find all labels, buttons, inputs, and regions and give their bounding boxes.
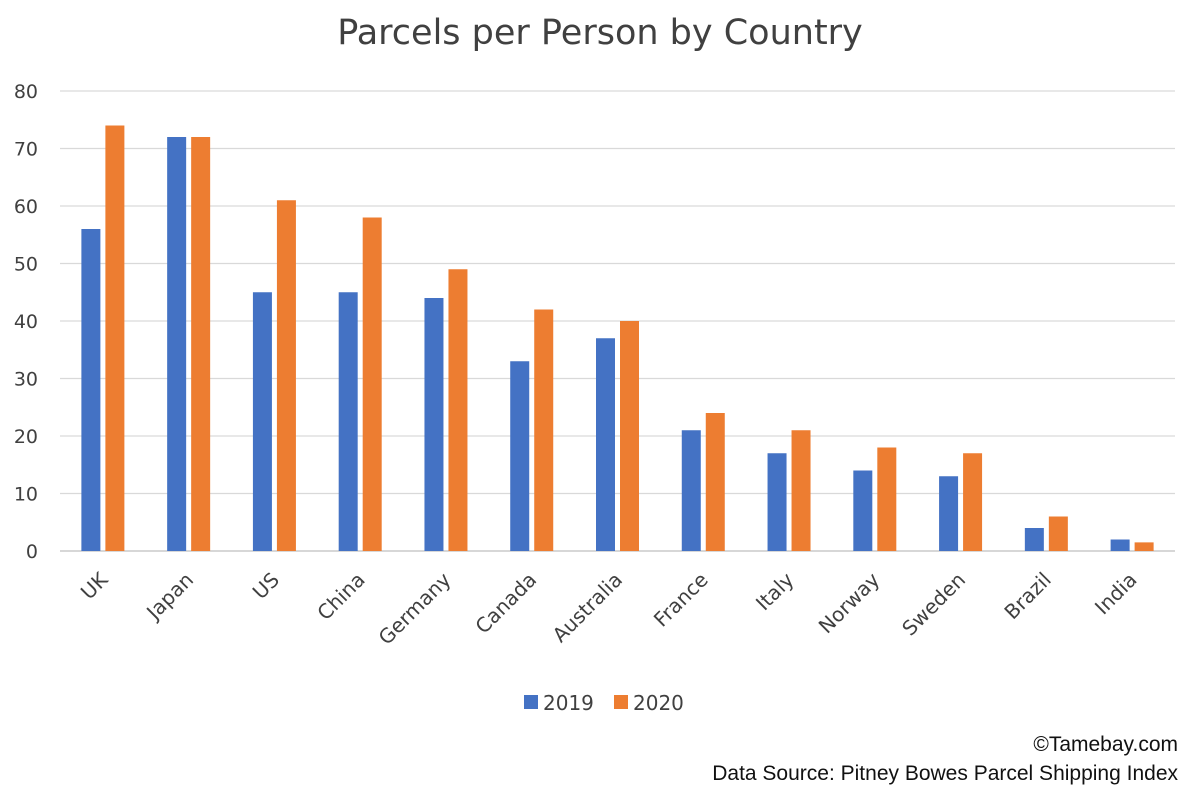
bar-2020-japan <box>191 137 211 551</box>
y-tick-label: 40 <box>14 311 38 333</box>
bar-2019-germany <box>424 298 444 551</box>
y-tick-label: 20 <box>14 426 38 448</box>
bar-2019-china <box>338 292 358 551</box>
y-tick-label: 70 <box>14 139 38 161</box>
y-axis-ticks: 0 10 20 30 40 50 60 70 80 <box>14 81 38 563</box>
bar-2019-us <box>252 292 272 551</box>
x-tick-label: China <box>312 568 369 625</box>
bar-2020-canada <box>534 309 554 551</box>
bar-2019-canada <box>510 361 530 551</box>
gridlines <box>60 90 1175 552</box>
legend-label-2019: 2019 <box>543 691 594 715</box>
copyright-credit: ©Tamebay.com <box>1033 733 1178 756</box>
y-tick-label: 30 <box>14 369 38 391</box>
legend-swatch-2019 <box>524 695 538 709</box>
x-tick-label: India <box>1090 568 1142 620</box>
bar-2020-germany <box>448 269 468 551</box>
bar-2020-sweden <box>963 453 983 551</box>
legend-label-2020: 2020 <box>633 691 684 715</box>
bar-2020-france <box>705 413 725 551</box>
bar-2020-china <box>362 217 382 551</box>
bar-2020-brazil <box>1048 516 1068 551</box>
bar-2019-japan <box>167 137 187 551</box>
bar-2019-brazil <box>1024 528 1044 551</box>
x-tick-label: US <box>248 568 284 604</box>
y-tick-label: 60 <box>14 196 38 218</box>
data-source-credit: Data Source: Pitney Bowes Parcel Shippin… <box>712 762 1178 785</box>
x-tick-label: Italy <box>751 567 799 615</box>
y-tick-label: 10 <box>14 484 38 506</box>
x-tick-label: Japan <box>140 568 198 626</box>
x-axis-ticks: UK Japan US China Germany Canada Australia Fran… <box>76 567 1142 650</box>
bar-2019-norway <box>853 470 873 551</box>
bar-2020-norway <box>877 447 897 551</box>
legend-swatch-2020 <box>614 695 628 709</box>
chart-title: Parcels per Person by Country <box>337 13 863 53</box>
bar-2020-us <box>276 200 296 551</box>
bar-2019-france <box>681 430 701 551</box>
y-tick-label: 50 <box>14 254 38 276</box>
bars <box>81 125 1154 551</box>
bar-2019-sweden <box>939 476 959 551</box>
bar-2020-uk <box>105 125 125 551</box>
bar-chart: Parcels per Person by Country 0 10 20 30 40 5… <box>14 13 1175 715</box>
x-tick-label: Brazil <box>999 568 1055 624</box>
bar-2019-australia <box>596 338 615 551</box>
legend: 2019 2020 <box>524 691 684 715</box>
x-tick-label: France <box>649 568 713 632</box>
x-tick-label: Sweden <box>897 568 970 641</box>
x-tick-label: UK <box>76 567 113 604</box>
bar-2019-uk <box>81 229 101 551</box>
bar-2019-italy <box>767 453 787 551</box>
y-tick-label: 80 <box>14 81 38 103</box>
x-tick-label: Australia <box>548 568 628 648</box>
x-tick-label: Canada <box>470 568 541 639</box>
x-tick-label: Germany <box>374 567 456 649</box>
bar-2020-india <box>1134 542 1154 551</box>
x-tick-label: Norway <box>814 567 885 638</box>
bar-2020-australia <box>620 321 639 551</box>
y-tick-label: 0 <box>26 541 38 563</box>
bar-2020-italy <box>791 430 811 551</box>
bar-2019-india <box>1110 539 1130 551</box>
